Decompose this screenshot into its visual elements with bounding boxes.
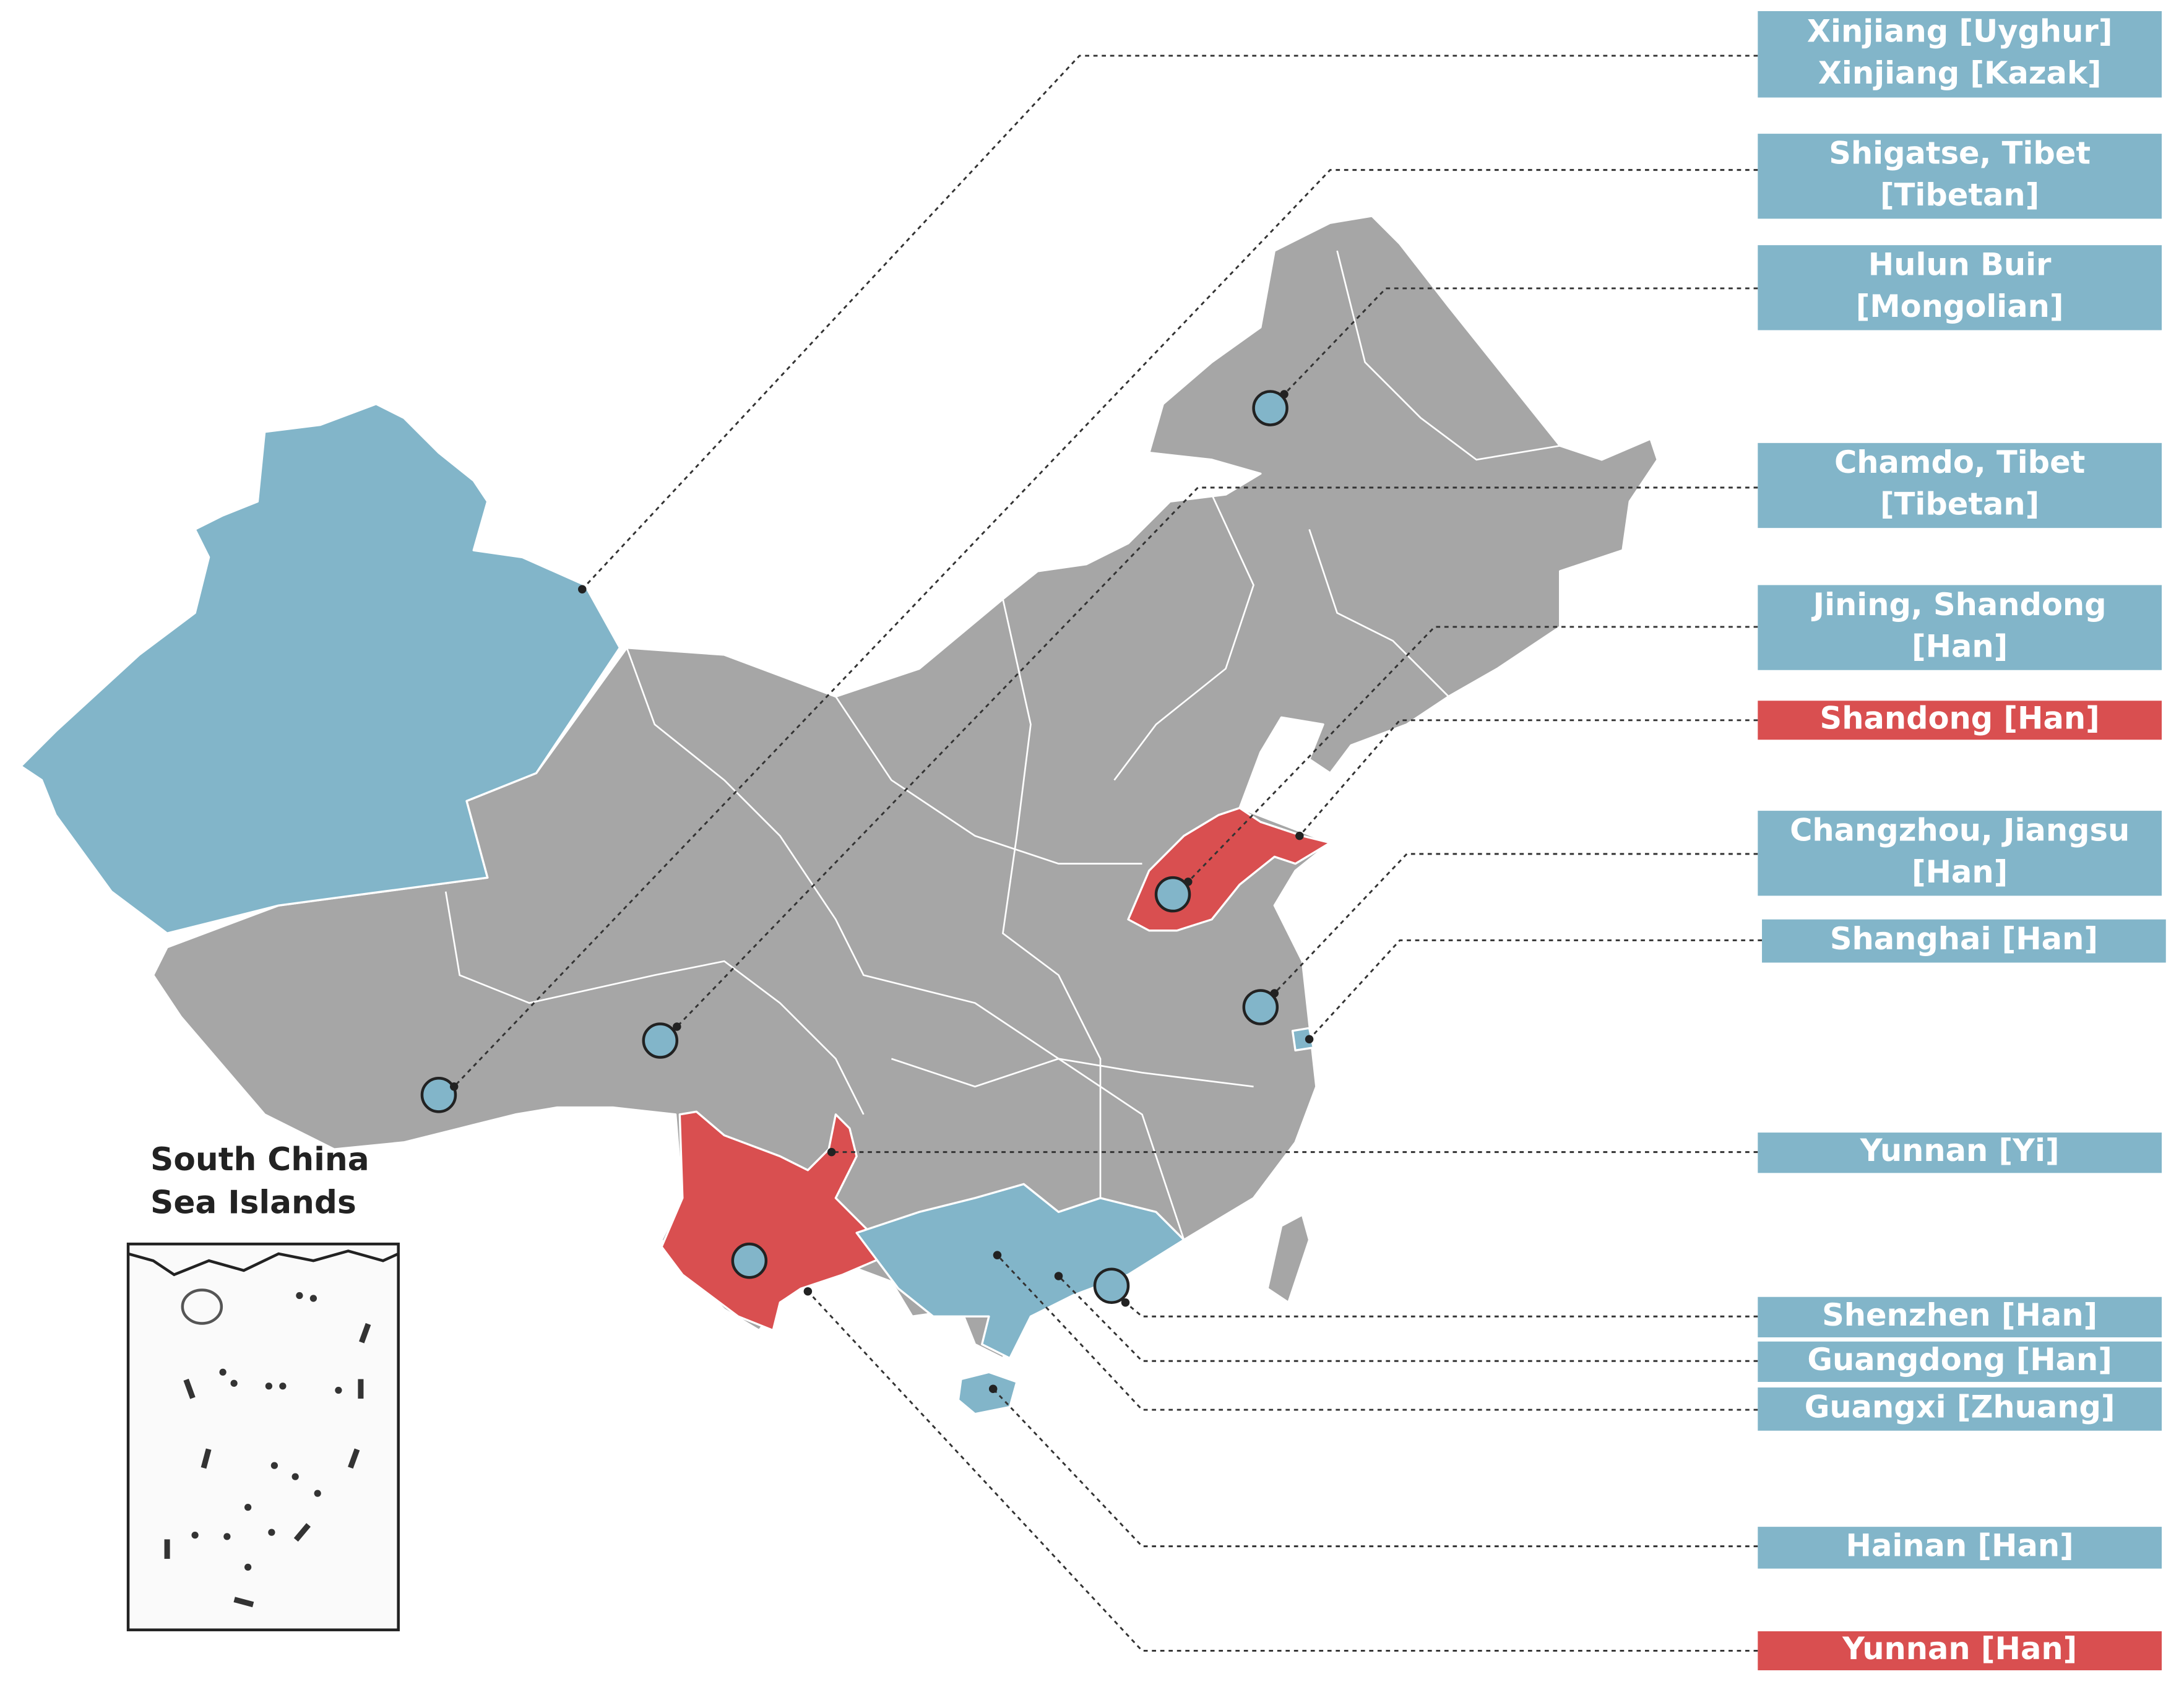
leader-end — [1270, 989, 1279, 998]
inset-title: South China — [150, 1141, 369, 1178]
label-box — [1758, 11, 2162, 98]
label-box — [1758, 811, 2162, 896]
label-text: Jining, Shandong — [1811, 587, 2107, 623]
leader-end — [988, 1384, 998, 1394]
inset-island — [181, 1288, 223, 1325]
site-circle — [1252, 390, 1288, 426]
site-circle — [1093, 1267, 1130, 1304]
label-text: Xinjiang [Kazak] — [1818, 55, 2102, 91]
leader-line — [453, 169, 1758, 1087]
label-text: Shanghai [Han] — [1830, 921, 2098, 957]
china-region — [152, 215, 1659, 1360]
leader-end — [993, 1251, 1002, 1259]
label-text: Guangdong [Han] — [1807, 1342, 2112, 1378]
label-text: Shandong [Han] — [1820, 700, 2100, 736]
label-text: Guangxi [Zhuang] — [1805, 1389, 2115, 1425]
leader-line — [676, 486, 1758, 1028]
leader-end — [1121, 1298, 1130, 1307]
leader-end — [803, 1287, 813, 1296]
label-text: [Tibetan] — [1880, 486, 2039, 522]
label-box — [1762, 919, 2166, 963]
taiwan-region — [1266, 1214, 1311, 1304]
label-text: Hulun Buir — [1868, 247, 2052, 283]
label-box — [1758, 1527, 2162, 1569]
label-text: Chamdo, Tibet — [1834, 444, 2085, 480]
leader-line — [1058, 1275, 1758, 1362]
leader-line — [807, 1290, 1758, 1652]
leader-line — [581, 54, 1758, 590]
label-text: Yunnan [Han] — [1842, 1631, 2077, 1667]
label-box — [1758, 134, 2162, 219]
inset-coast — [127, 1249, 399, 1277]
label-box — [1758, 701, 2162, 740]
site-markers — [420, 390, 1314, 1394]
inset-frame — [126, 1242, 400, 1631]
label-boxes: Xinjiang [Uyghur] Xinjiang [Kazak] Shigats… — [1758, 11, 2166, 1670]
label-text: Shigatse, Tibet — [1829, 135, 2091, 171]
label-box — [1758, 1297, 2162, 1337]
leader-lines — [453, 54, 1763, 1652]
label-text: Hainan [Han] — [1846, 1527, 2074, 1563]
hainan-region — [957, 1371, 1018, 1415]
leader-end — [1184, 878, 1193, 886]
leader-end — [673, 1022, 681, 1031]
site-circle — [420, 1077, 457, 1113]
guangxi-guangdong-region — [855, 1183, 1185, 1360]
leader-end — [449, 1082, 459, 1091]
inset-title: Sea Islands — [150, 1184, 356, 1222]
label-box — [1758, 245, 2162, 330]
map-regions — [20, 215, 1659, 1415]
site-circle — [1242, 989, 1279, 1025]
label-text: [Tibetan] — [1880, 177, 2039, 213]
leader-end — [1295, 831, 1304, 840]
xinjiang-region — [20, 403, 621, 934]
inset-islands — [164, 1292, 371, 1608]
label-text: Changzhou, Jiangsu — [1790, 812, 2130, 848]
leader-line — [1274, 853, 1758, 994]
leader-line — [1308, 939, 1763, 1040]
label-box — [1758, 1341, 2162, 1383]
province-borders — [444, 250, 1560, 1240]
leader-end — [578, 585, 587, 593]
leader-end — [1054, 1272, 1063, 1280]
leader-end — [1280, 390, 1288, 399]
site-circle — [642, 1022, 679, 1059]
label-box — [1758, 1133, 2162, 1173]
leader-line — [1298, 719, 1758, 837]
label-text: Xinjiang [Uyghur] — [1807, 14, 2113, 50]
label-text: Shenzhen [Han] — [1822, 1297, 2097, 1333]
label-box — [1758, 442, 2162, 529]
label-text: Yunnan [Yi] — [1860, 1133, 2060, 1168]
leader-end — [827, 1147, 836, 1157]
leader-line — [1124, 1301, 1758, 1318]
label-text: [Han] — [1912, 854, 2008, 890]
leader-line — [992, 1388, 1758, 1548]
site-circle — [731, 1242, 768, 1279]
site-circle — [1154, 876, 1191, 913]
label-box — [1758, 1631, 2162, 1670]
label-box — [1758, 1387, 2162, 1431]
leader-end — [1305, 1035, 1314, 1044]
leader-line — [1284, 287, 1758, 395]
inset: South China Sea Islands — [126, 1141, 400, 1631]
label-text: [Mongolian] — [1856, 288, 2064, 324]
label-text: [Han] — [1912, 628, 2008, 664]
label-box — [1758, 585, 2162, 670]
shanghai-region — [1291, 1027, 1315, 1051]
